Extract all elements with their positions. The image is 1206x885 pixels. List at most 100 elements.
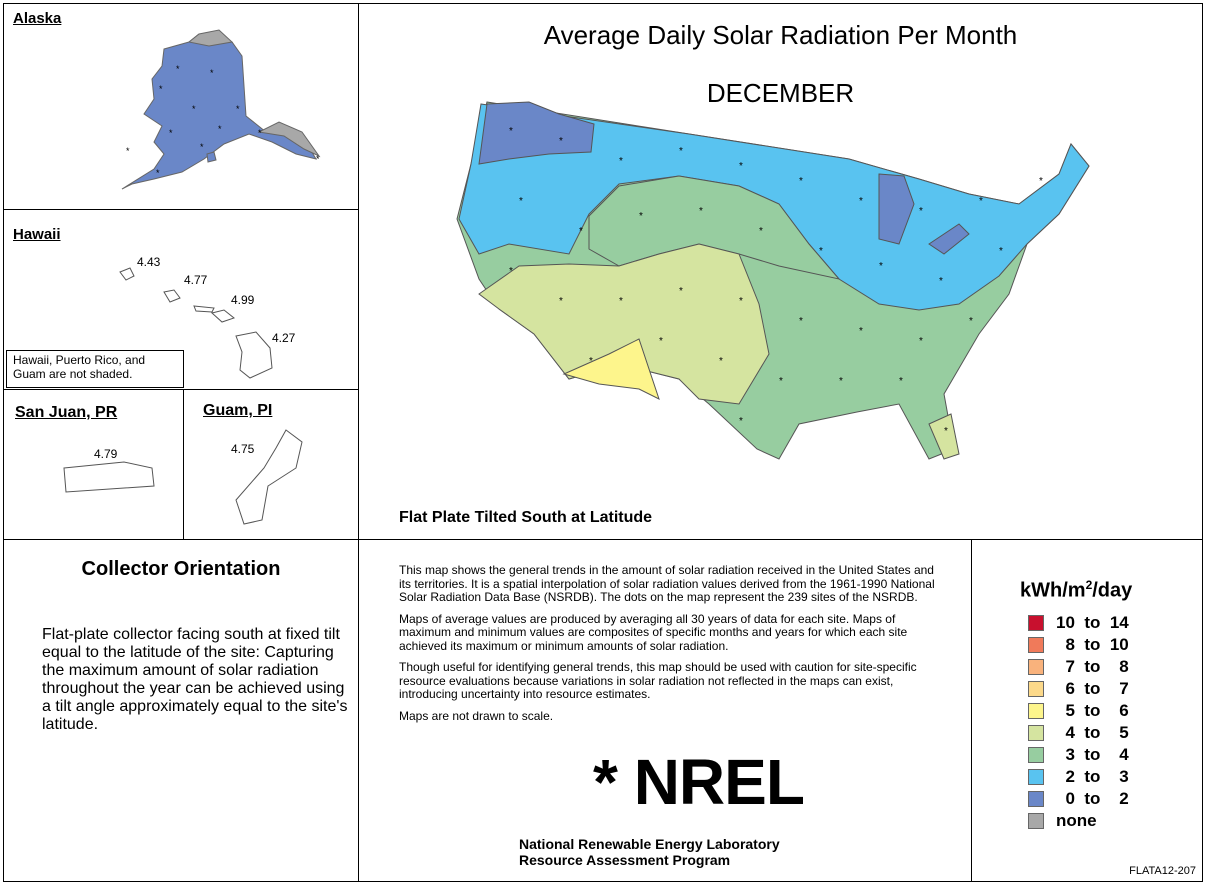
legend-item: 8 to 10: [1028, 634, 1129, 656]
legend-label: 6 to 7: [1056, 679, 1129, 698]
svg-text:*: *: [559, 136, 563, 147]
legend-swatch: [1028, 637, 1044, 653]
lab-name-line2: Resource Assessment Program: [519, 852, 731, 868]
svg-text:*: *: [919, 336, 923, 347]
svg-text:*: *: [679, 286, 683, 297]
legend-swatch: [1028, 813, 1044, 829]
svg-text:*: *: [799, 176, 803, 187]
description-paragraph-2: Maps of average values are produced by a…: [399, 611, 908, 653]
map-title: Average Daily Solar Radiation Per Month: [543, 20, 1018, 50]
legend-item: none: [1028, 810, 1097, 832]
svg-text:*: *: [979, 196, 983, 207]
svg-text:*: *: [156, 168, 160, 178]
svg-text:*: *: [859, 326, 863, 337]
svg-text:*: *: [944, 426, 948, 437]
svg-text:*: *: [999, 246, 1003, 257]
legend-swatch: [1028, 791, 1044, 807]
svg-text:*: *: [509, 126, 513, 137]
legend-label: none: [1056, 811, 1097, 830]
legend-label: 5 to 6: [1056, 701, 1129, 720]
svg-text:*: *: [859, 196, 863, 207]
svg-text:*: *: [169, 128, 173, 138]
hawaii-title: Hawaii: [13, 226, 61, 243]
legend-swatch: [1028, 703, 1044, 719]
description-text: This map shows the general trends in the…: [399, 563, 939, 731]
legend-title-prefix: kWh/m: [1020, 579, 1086, 602]
svg-text:*: *: [779, 376, 783, 387]
hawaii-value-big-island: 4.27: [272, 331, 296, 345]
legend-label: 7 to 8: [1056, 657, 1129, 676]
svg-text:*: *: [739, 161, 743, 172]
guam-title: Guam, PI: [203, 402, 273, 419]
zone-2-to-3: [458, 103, 1090, 311]
guam-value: 4.75: [231, 442, 255, 456]
legend-item: 10 to 14: [1028, 612, 1129, 634]
svg-text:*: *: [879, 261, 883, 272]
svg-text:*: *: [236, 104, 240, 114]
alaska-map: * * * * * * * * * * * *: [121, 29, 321, 190]
zone-5-to-6: [562, 338, 660, 400]
svg-text:*: *: [679, 146, 683, 157]
legend-swatch: [1028, 769, 1044, 785]
svg-text:*: *: [176, 64, 180, 74]
san-juan-inset: San Juan, PR 4.79: [3, 389, 184, 540]
legend-title-sup: 2: [1085, 578, 1093, 592]
hawaii-value-oahu: 4.77: [184, 273, 208, 287]
description-paragraph-4: Maps are not drawn to scale.: [399, 708, 554, 723]
svg-text:*: *: [559, 296, 563, 307]
legend-swatch: [1028, 659, 1044, 675]
svg-text:*: *: [899, 376, 903, 387]
legend-label: 4 to 5: [1056, 723, 1129, 742]
svg-text:*: *: [659, 336, 663, 347]
svg-text:*: *: [969, 316, 973, 327]
legend-label: 2 to 3: [1056, 767, 1129, 786]
us-solar-map: **** **** **** * *** **** * *** **** **** …: [456, 101, 1090, 460]
legend-label: 8 to 10: [1056, 635, 1129, 654]
hawaii-note: Hawaii, Puerto Rico, and Guam are not sh…: [6, 350, 184, 388]
svg-text:*: *: [799, 316, 803, 327]
description-paragraph-3: Though useful for identifying general tr…: [399, 660, 917, 701]
zone-4-to-5: [478, 243, 770, 405]
description-panel: This map shows the general trends in the…: [358, 539, 972, 882]
legend-swatch: [1028, 681, 1044, 697]
hawaii-islands: 4.43 4.77 4.99 4.27: [119, 255, 296, 379]
guam-inset: Guam, PI 4.75: [183, 389, 359, 540]
legend-label: 10 to 14: [1056, 613, 1129, 632]
orientation-body: Flat-plate collector facing south at fix…: [42, 626, 348, 733]
legend-item: 6 to 7: [1028, 678, 1129, 700]
main-map-panel: Average Daily Solar Radiation Per Month …: [358, 3, 1203, 540]
puerto-rico-map: 4.79: [63, 447, 155, 493]
svg-text:*: *: [819, 246, 823, 257]
legend-item: 5 to 6: [1028, 700, 1129, 722]
legend-item: 4 to 5: [1028, 722, 1129, 744]
alaska-inset: Alaska * * * * * * * * * * * *: [3, 3, 359, 210]
legend-item: 3 to 4: [1028, 744, 1129, 766]
legend-label: 3 to 4: [1056, 745, 1129, 764]
hawaii-value-kauai: 4.43: [137, 255, 161, 269]
svg-text:*: *: [939, 276, 943, 287]
map-id: FLATA12-207: [1129, 865, 1196, 877]
description-paragraph-1: This map shows the general trends in the…: [399, 563, 935, 604]
map-month: DECEMBER: [706, 78, 855, 108]
legend-swatch: [1028, 615, 1044, 631]
nrel-logo: * NREL: [593, 746, 805, 818]
svg-text:*: *: [210, 68, 214, 78]
svg-text:*: *: [839, 376, 843, 387]
guam-map: 4.75: [231, 429, 303, 525]
legend-swatch: [1028, 747, 1044, 763]
svg-text:*: *: [316, 154, 320, 164]
svg-text:*: *: [519, 196, 523, 207]
svg-text:*: *: [619, 156, 623, 167]
orientation-title: Collector Orientation: [81, 558, 281, 580]
svg-text:*: *: [509, 266, 513, 277]
svg-text:*: *: [218, 124, 222, 134]
svg-text:*: *: [1039, 176, 1043, 187]
nsrdb-site-markers: **** **** **** * *** **** * *** **** **** …: [509, 126, 1043, 437]
legend-label: 0 to 2: [1056, 789, 1129, 808]
zone-0-to-2-nw: [478, 101, 595, 165]
legend-item: 0 to 2: [1028, 788, 1129, 810]
svg-text:*: *: [192, 104, 196, 114]
map-caption: Flat Plate Tilted South at Latitude: [399, 509, 653, 526]
legend-item: 2 to 3: [1028, 766, 1129, 788]
orientation-panel: Collector Orientation Flat-plate collect…: [3, 539, 359, 882]
